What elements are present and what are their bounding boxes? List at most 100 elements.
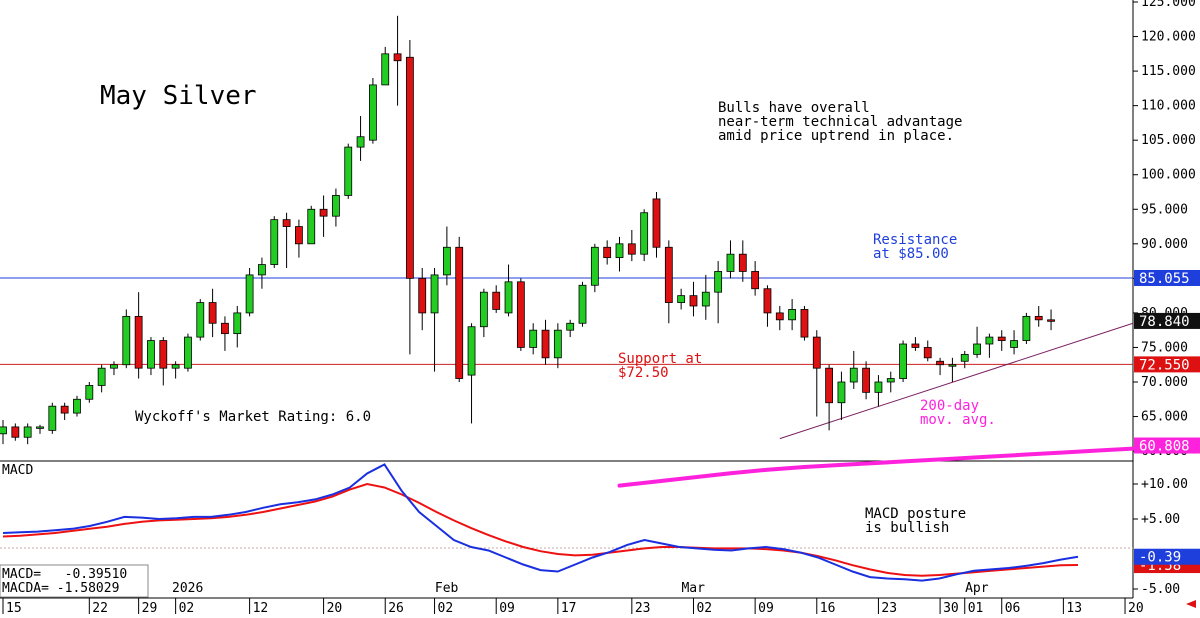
x-tick-label: 16 [820, 601, 836, 616]
macd-readout: MACD= -0.39510 [2, 567, 127, 582]
candle-body [36, 426, 44, 429]
support-tag-bg [1134, 356, 1200, 373]
x-tick-label: 30 [943, 601, 959, 616]
price-tick-label: 95.000 [1141, 202, 1188, 217]
x-tick-label: 01 [968, 601, 984, 616]
candle-body [652, 198, 661, 248]
candle-body [110, 364, 118, 369]
candle-body [85, 385, 94, 400]
ma200-line [617, 443, 1200, 488]
candle-body [1047, 319, 1055, 322]
scroll-arrow-icon[interactable] [1186, 600, 1196, 608]
candle-body [837, 381, 846, 404]
candle-body [714, 271, 723, 293]
support-line-1: Support at [618, 351, 702, 367]
price-tick-label: 120.000 [1141, 30, 1196, 45]
x-tick-label: 06 [1005, 601, 1021, 616]
candle-body [171, 364, 180, 369]
ma-text: 200-day mov. avg. [920, 398, 996, 428]
candle-body [455, 246, 464, 379]
price-tick-label: 70.000 [1141, 375, 1188, 390]
candles [0, 15, 1055, 445]
macda-readout: MACDA= -1.58029 [2, 581, 119, 596]
note-line-3: amid price uptrend in place. [718, 128, 954, 144]
support-tag: 72.550 [1139, 357, 1190, 373]
price-tick-label: 125.000 [1141, 0, 1196, 10]
macd-tick-label: +5.00 [1141, 512, 1180, 527]
moving-average [617, 443, 1200, 488]
candle-body [726, 253, 735, 272]
candle-body [862, 367, 870, 393]
candle-body [578, 284, 587, 324]
macd-tag: -0.39 [1139, 550, 1181, 566]
candle-body [184, 336, 192, 369]
x-tick-label: 26 [388, 601, 404, 616]
candle-body [800, 309, 809, 338]
x-tick-label: 23 [881, 601, 897, 616]
macd-tag-bg [1134, 548, 1200, 565]
candle-body [812, 336, 821, 369]
candle-body [258, 264, 266, 276]
month-label: Mar [681, 581, 705, 596]
candle-body [529, 329, 538, 348]
candle-body [97, 367, 106, 386]
support-text: Support at $72.50 [618, 351, 711, 381]
candle-body [245, 274, 254, 314]
candle-body [788, 309, 797, 321]
candle-body [122, 315, 131, 366]
x-tick-label: 23 [635, 601, 651, 616]
resistance-tag: 85.055 [1139, 271, 1190, 287]
x-tick-label: 22 [92, 601, 108, 616]
candle-body [640, 212, 649, 255]
candle-body [221, 322, 229, 335]
candle-body [516, 281, 525, 348]
price-tick-label: 110.000 [1141, 99, 1196, 114]
ma-line-1: 200-day [920, 398, 979, 414]
macd-readout-box [0, 564, 149, 598]
candle-body [911, 343, 920, 348]
candle-body [60, 405, 69, 414]
year-label: 2026 [172, 581, 203, 596]
macda-line [2, 482, 1079, 577]
x-tick-label: 17 [561, 601, 577, 616]
candle-body [307, 208, 316, 245]
candle-body [0, 426, 7, 435]
month-label: Feb [435, 581, 459, 596]
candle-body [689, 295, 698, 307]
resistance-line-2: at $85.00 [873, 246, 949, 262]
chart-title: May Silver [100, 81, 257, 111]
candle-body [332, 195, 340, 217]
candle-body [615, 243, 624, 259]
candle-body [282, 219, 291, 227]
candle-body [553, 329, 562, 359]
candle-body [393, 53, 402, 62]
x-tick-label: 20 [327, 601, 343, 616]
candle-body [627, 243, 636, 255]
candle-body [825, 367, 834, 404]
candle-body [948, 364, 957, 367]
macd-title: MACD [2, 463, 33, 478]
candle-body [73, 398, 81, 414]
candle-body [442, 246, 451, 276]
candle-body [134, 315, 143, 369]
price-tick-label: 65.000 [1141, 410, 1188, 425]
x-tick-label: 02 [179, 601, 195, 616]
candle-body [381, 53, 390, 86]
x-tick-label: 12 [253, 601, 269, 616]
candle-body [196, 302, 205, 338]
macd-note-line-1: MACD posture [865, 506, 966, 522]
price-tick-label: 75.000 [1141, 340, 1188, 355]
month-label: Apr [965, 581, 989, 596]
last-price-tag-bg [1134, 312, 1200, 329]
candle-body [319, 208, 328, 217]
candle-body [899, 343, 907, 379]
macd-line [2, 463, 1079, 582]
candle-body [936, 360, 944, 366]
candle-body [677, 295, 686, 303]
price-tick-label: 115.000 [1141, 64, 1196, 79]
candle-body [492, 291, 501, 310]
macd-tick-label: -5.00 [1141, 582, 1180, 597]
macd-tick-label: +10.00 [1141, 477, 1188, 492]
